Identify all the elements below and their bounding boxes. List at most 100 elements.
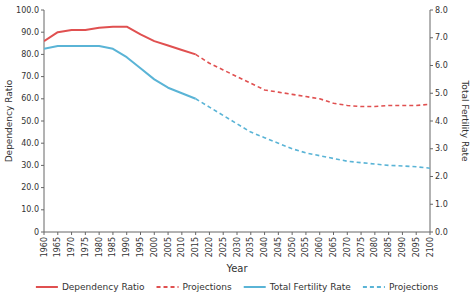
x-tick — [402, 232, 403, 235]
legend-swatch — [157, 286, 179, 288]
legend-label: Projections — [389, 282, 439, 292]
legend-label: Dependency Ratio — [62, 282, 145, 292]
x-tick — [126, 232, 127, 235]
x-tick — [223, 232, 224, 235]
x-tick-label: 2055 — [301, 237, 310, 257]
x-tick-label: 2100 — [426, 237, 435, 257]
legend-swatch — [244, 286, 266, 288]
x-tick-label: 2075 — [357, 237, 366, 257]
x-tick — [85, 232, 86, 235]
x-tick — [319, 232, 320, 235]
legend-item: Projections — [363, 282, 439, 292]
y-tick — [41, 32, 44, 33]
x-tick — [374, 232, 375, 235]
x-tick — [416, 232, 417, 235]
y2-tick — [430, 93, 433, 94]
y2-axis-title: Total Fertility Rate — [460, 79, 470, 162]
y2-tick — [430, 204, 433, 205]
y2-tick-label: 3.0 — [435, 144, 448, 153]
y-axis-title: Dependency Ratio — [4, 79, 14, 162]
x-tick-label: 2065 — [329, 237, 338, 257]
y-tick — [41, 232, 44, 233]
y-tick-label: 80.0 — [21, 50, 39, 59]
y-tick — [41, 143, 44, 144]
y-tick-label: 90.0 — [21, 28, 39, 37]
series-line — [196, 54, 430, 106]
x-tick — [237, 232, 238, 235]
y-tick — [41, 10, 44, 11]
y2-tick-label: 1.0 — [435, 200, 448, 209]
y-tick-label: 60.0 — [21, 94, 39, 103]
x-tick — [57, 232, 58, 235]
legend-item: Dependency Ratio — [36, 282, 145, 292]
x-tick-label: 1970 — [67, 237, 76, 257]
x-tick — [292, 232, 293, 235]
x-tick — [278, 232, 279, 235]
y-tick-label: 30.0 — [21, 161, 39, 170]
y-tick — [41, 54, 44, 55]
legend-label: Projections — [183, 282, 233, 292]
x-tick — [71, 232, 72, 235]
x-tick-label: 2010 — [177, 237, 186, 257]
x-tick-label: 2090 — [398, 237, 407, 257]
y-tick — [41, 121, 44, 122]
y2-tick-label: 5.0 — [435, 89, 448, 98]
y2-tick — [430, 65, 433, 66]
y2-tick — [430, 232, 433, 233]
legend-item: Total Fertility Rate — [244, 282, 352, 292]
x-tick — [209, 232, 210, 235]
legend-swatch — [36, 286, 58, 288]
y2-tick-label: 0.0 — [435, 228, 448, 237]
x-tick-label: 2040 — [260, 237, 269, 257]
x-tick-label: 2080 — [370, 237, 379, 257]
y2-tick — [430, 121, 433, 122]
x-tick-label: 1995 — [136, 237, 145, 257]
x-tick-label: 2030 — [233, 237, 242, 257]
x-tick — [361, 232, 362, 235]
legend-item: Projections — [157, 282, 233, 292]
x-tick — [305, 232, 306, 235]
x-tick — [168, 232, 169, 235]
legend-swatch — [363, 286, 385, 288]
x-tick — [264, 232, 265, 235]
y-tick-label: 40.0 — [21, 139, 39, 148]
x-tick-label: 2070 — [343, 237, 352, 257]
x-tick — [195, 232, 196, 235]
axes: 1960196519701975198019851990199520002005… — [16, 6, 448, 258]
x-tick-label: 2085 — [384, 237, 393, 257]
y-tick — [41, 76, 44, 77]
y-tick-label: 50.0 — [21, 117, 39, 126]
y2-tick — [430, 10, 433, 11]
y2-tick — [430, 37, 433, 38]
series-line — [44, 46, 196, 99]
y-tick — [41, 209, 44, 210]
x-tick — [112, 232, 113, 235]
y2-tick-label: 2.0 — [435, 172, 448, 181]
x-tick-label: 2060 — [315, 237, 324, 257]
x-tick — [250, 232, 251, 235]
x-tick-label: 1965 — [53, 237, 62, 257]
y-tick-label: 0 — [34, 228, 39, 237]
y2-tick-label: 7.0 — [435, 33, 448, 42]
x-tick — [333, 232, 334, 235]
x-tick-label: 1985 — [108, 237, 117, 257]
x-tick-label: 1960 — [40, 237, 49, 257]
y-tick — [41, 165, 44, 166]
x-tick-label: 2035 — [246, 237, 255, 257]
series-line — [196, 99, 430, 168]
y-tick — [41, 187, 44, 188]
x-tick-label: 2050 — [288, 237, 297, 257]
x-tick — [388, 232, 389, 235]
x-tick-label: 2020 — [205, 237, 214, 257]
y2-tick-label: 4.0 — [435, 117, 448, 126]
y-tick-label: 100.0 — [16, 6, 39, 15]
x-tick-label: 2005 — [164, 237, 173, 257]
legend: Dependency Ratio Projections Total Fertili… — [36, 282, 439, 292]
y2-tick-label: 8.0 — [435, 6, 448, 15]
x-axis-title: Year — [225, 263, 248, 274]
x-tick — [140, 232, 141, 235]
y-tick-label: 70.0 — [21, 72, 39, 81]
x-tick-label: 2025 — [219, 237, 228, 257]
y-tick-label: 10.0 — [21, 205, 39, 214]
x-tick-label: 2095 — [412, 237, 421, 257]
